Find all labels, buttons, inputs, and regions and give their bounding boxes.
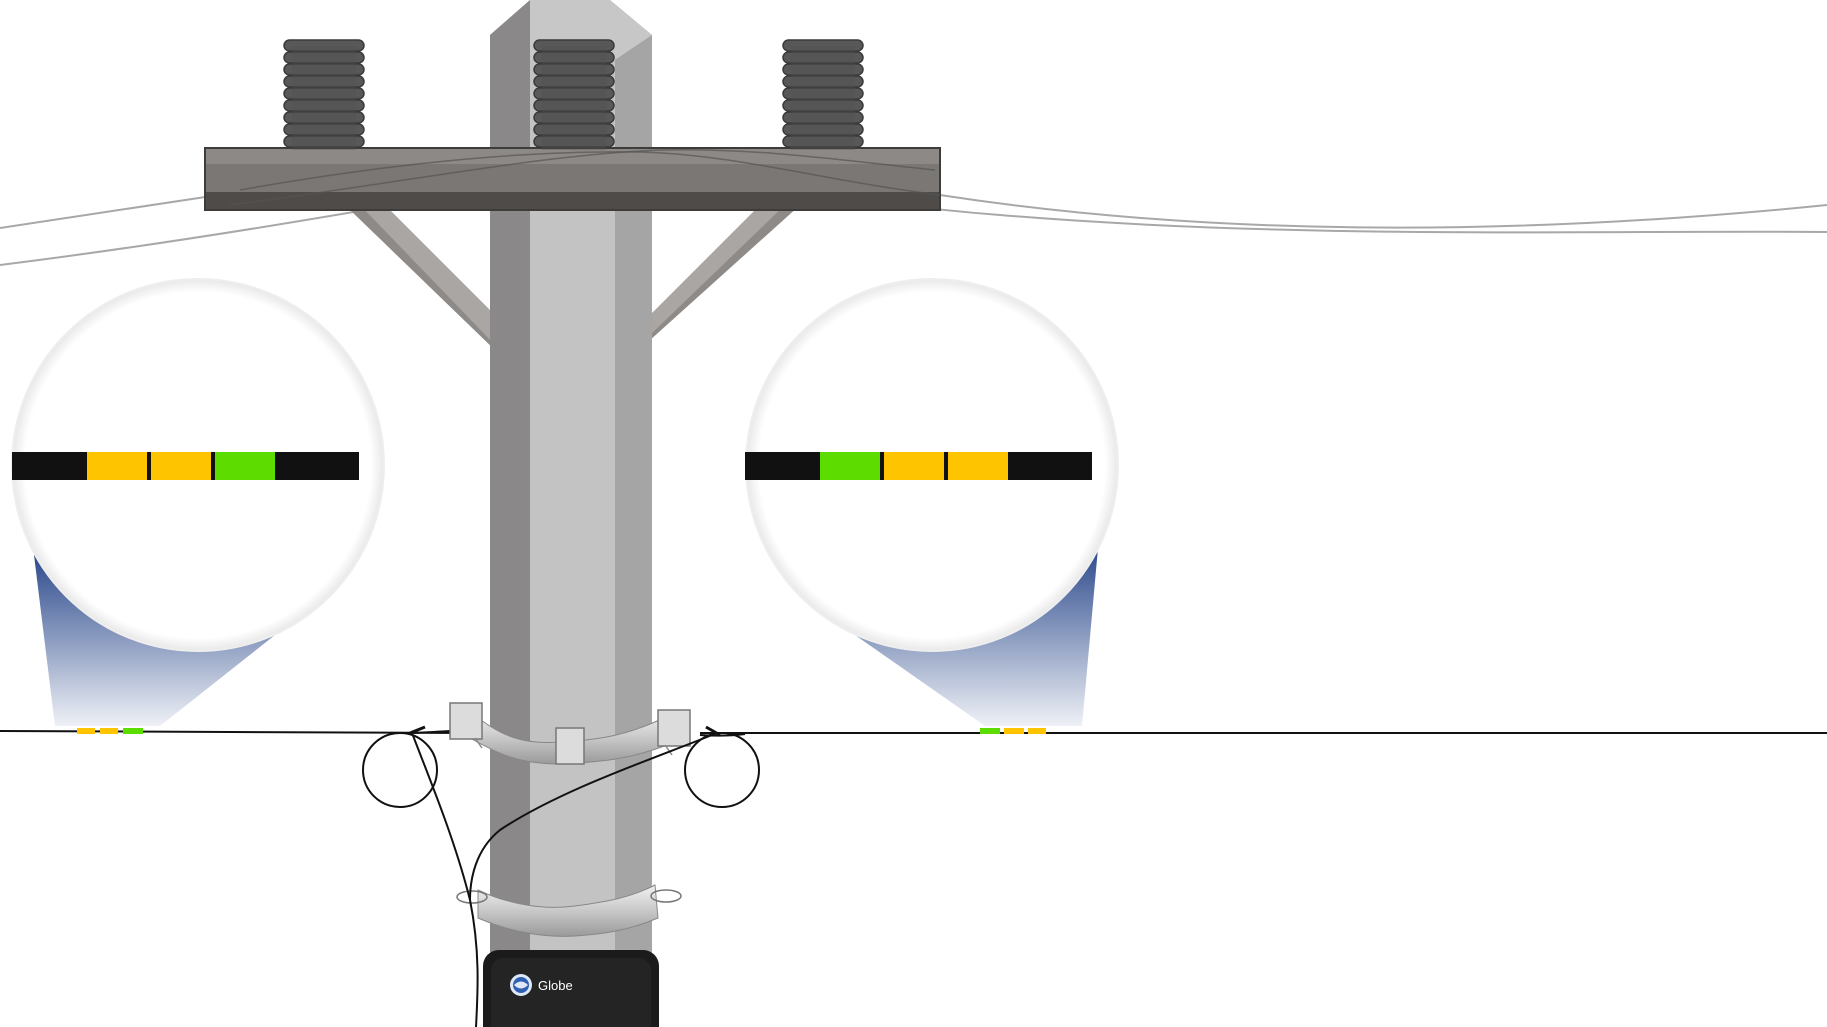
- magnifier-left: [11, 278, 385, 726]
- terminal-box-brand: Globe: [538, 978, 573, 993]
- fiber-cable: [0, 729, 1827, 737]
- cable-tag-right: [980, 728, 1046, 734]
- crossing-wires: [229, 149, 941, 206]
- marker-band-right: [745, 452, 1092, 480]
- globe-logo-icon: [510, 974, 532, 996]
- insulator: [533, 39, 615, 150]
- cable-tag-left: [77, 728, 143, 734]
- terminal-box: Globe: [483, 950, 659, 1027]
- marker-segment-yellow: [87, 452, 151, 480]
- marker-segment-green: [820, 452, 884, 480]
- marker-segment-yellow: [151, 452, 215, 480]
- pole-clamp-upper: [449, 702, 691, 765]
- utility-pole: [490, 0, 652, 1027]
- marker-band-left: [12, 452, 359, 480]
- marker-segment-black: [12, 452, 87, 480]
- marker-segment-black: [1012, 452, 1092, 480]
- marker-segment-black: [745, 452, 820, 480]
- marker-segment-yellow: [884, 452, 948, 480]
- marker-segment-green: [215, 452, 279, 480]
- magnifier-right: [745, 278, 1119, 726]
- marker-segment-black: [279, 452, 359, 480]
- insulator: [782, 39, 864, 150]
- insulator: [283, 39, 365, 150]
- marker-segment-yellow: [948, 452, 1012, 480]
- insulators: [283, 39, 864, 150]
- drop-cables: [362, 725, 760, 1027]
- crossarm-braces: [345, 205, 800, 350]
- pole-clamp-lower: [456, 884, 682, 937]
